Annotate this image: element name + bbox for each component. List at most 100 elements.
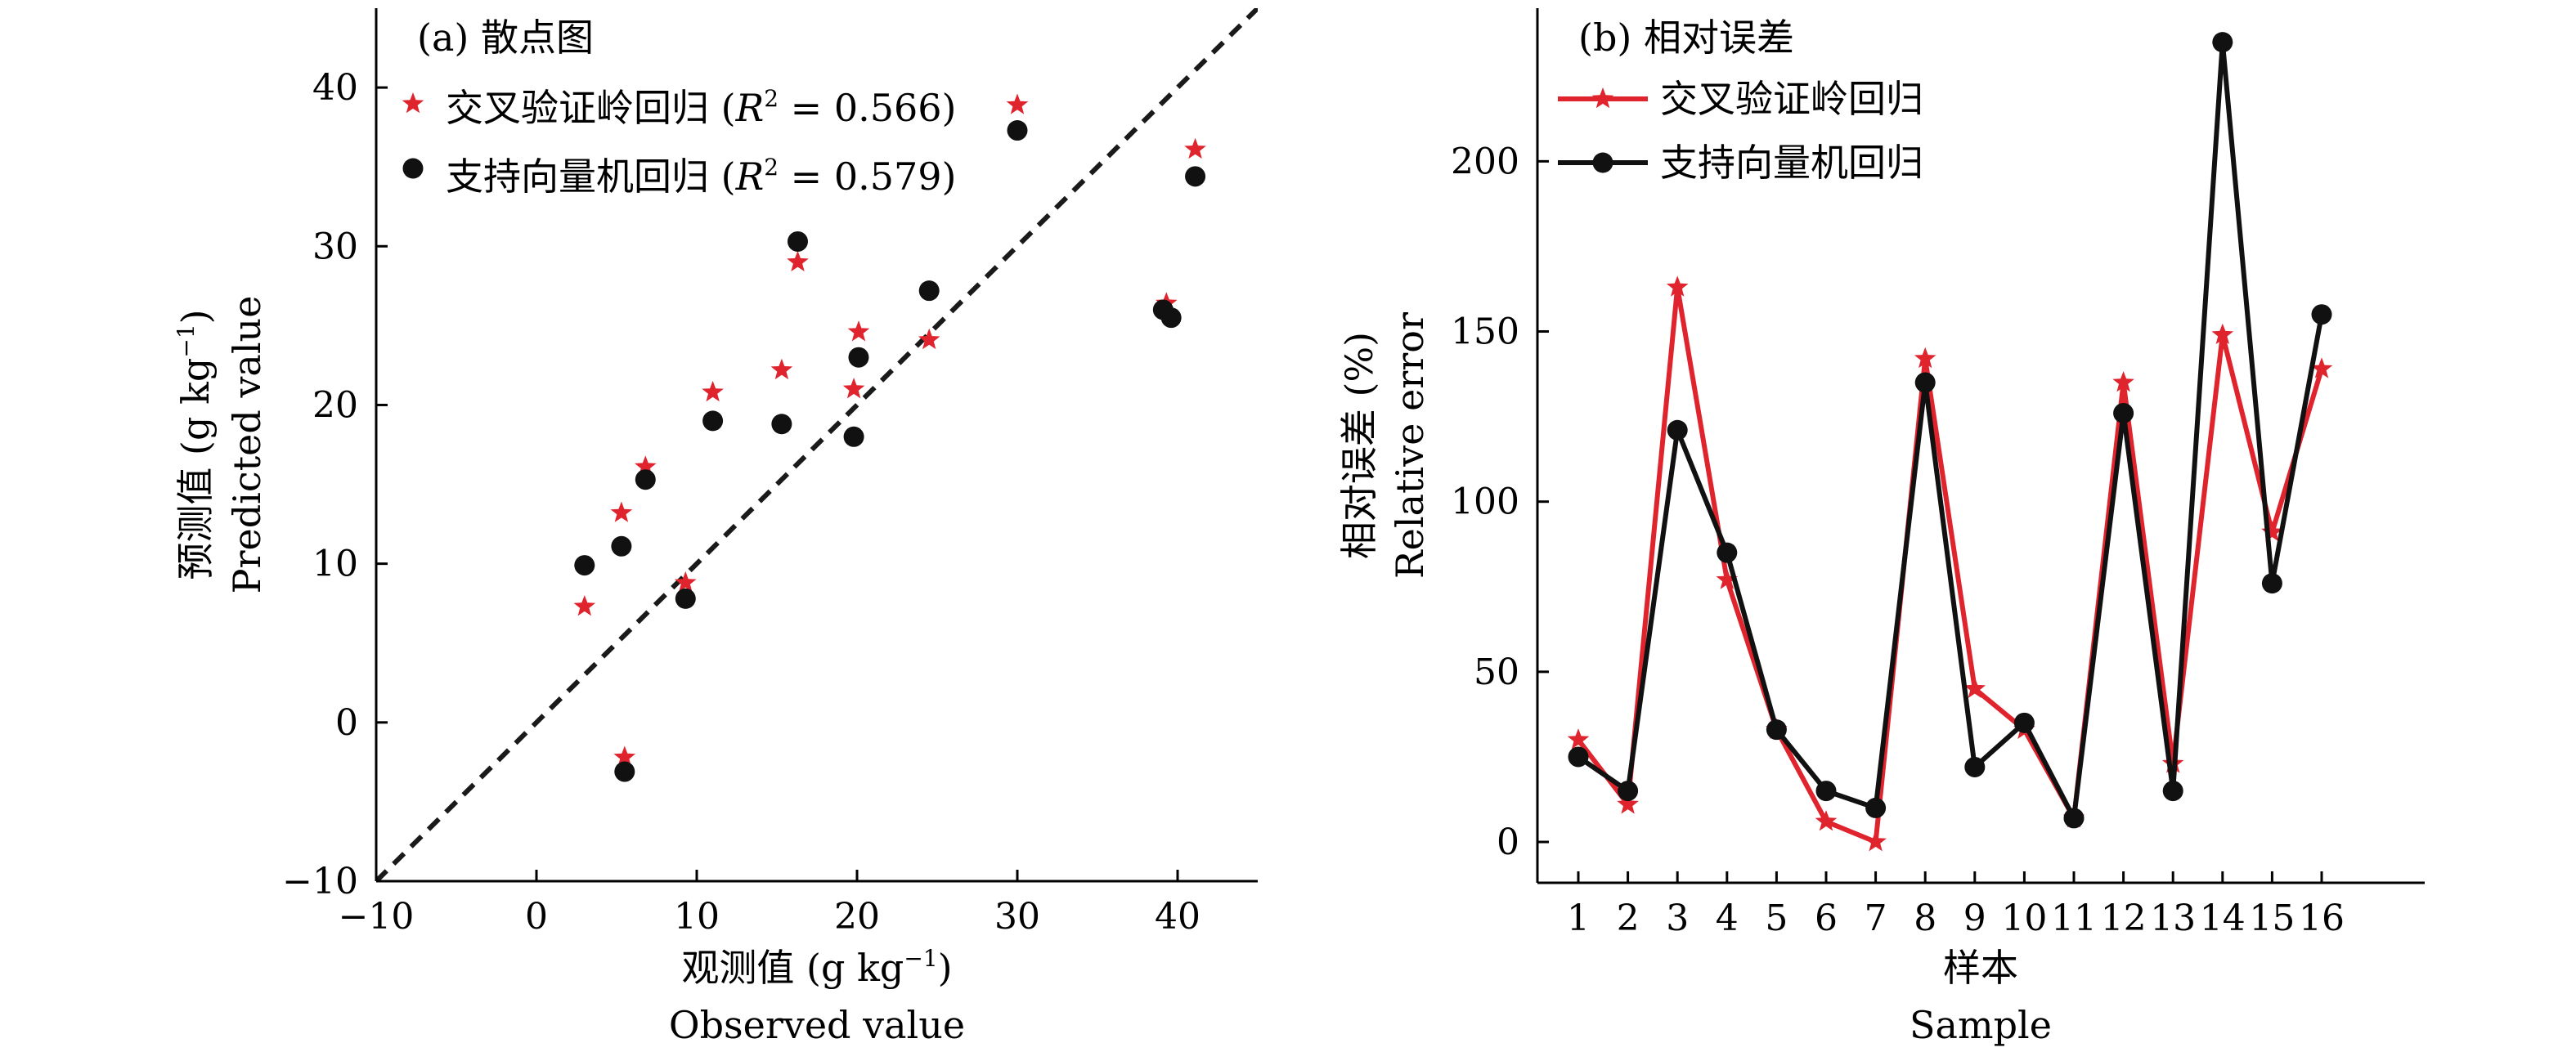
svr-marker bbox=[2212, 32, 2233, 53]
y-tick-label: 20 bbox=[312, 384, 358, 426]
cv-ridge-point bbox=[847, 320, 870, 342]
cv-ridge-point bbox=[573, 595, 596, 616]
y-tick-label: 150 bbox=[1451, 311, 1519, 353]
legend-star-marker bbox=[402, 92, 424, 114]
svr-point bbox=[1160, 307, 1182, 329]
x-tick-label: 5 bbox=[1765, 898, 1788, 939]
y-tick-label: −10 bbox=[282, 861, 358, 902]
x-tick-label: 0 bbox=[525, 896, 548, 938]
panel-b-x-ticks: 1 2 3 4 5 6 7 8 9 10 11 12 13 14 15 16 bbox=[1567, 871, 2345, 939]
panel-b-series bbox=[1567, 32, 2333, 852]
x-tick-label: 1 bbox=[1567, 898, 1590, 939]
x-tick-label: 6 bbox=[1815, 898, 1838, 939]
x-tick-label: 10 bbox=[674, 896, 720, 938]
svr-point bbox=[848, 347, 869, 368]
panel-a-x-label-en: Observed value bbox=[669, 1003, 965, 1047]
y-tick-label: 50 bbox=[1474, 651, 1519, 693]
cv-ridge-point bbox=[770, 358, 793, 380]
x-tick-label: 8 bbox=[1914, 898, 1936, 939]
x-tick-label: 40 bbox=[1155, 896, 1200, 938]
svr-marker bbox=[1618, 781, 1639, 802]
y-tick-label: 10 bbox=[312, 544, 358, 585]
x-tick-label: 10 bbox=[2001, 898, 2047, 939]
y-tick-label: 30 bbox=[312, 226, 358, 267]
legend-circle-marker bbox=[402, 158, 424, 179]
panel-a-x-label-cn: 观测值 (g kg−1) bbox=[681, 945, 952, 990]
panel-a-points bbox=[573, 93, 1206, 782]
legend-star-icon bbox=[402, 92, 424, 114]
legend-circle-icon bbox=[402, 158, 424, 179]
cv-ridge-marker bbox=[2211, 323, 2234, 344]
svr-point bbox=[918, 280, 940, 302]
cv-ridge-marker bbox=[1567, 728, 1590, 750]
cv-ridge-marker bbox=[2310, 357, 2333, 378]
panel-b-label: (b) 相对误差 bbox=[1578, 16, 1794, 60]
svr-marker bbox=[1667, 419, 1688, 441]
cv-ridge-point bbox=[1184, 137, 1206, 159]
y-tick-label: 0 bbox=[335, 702, 358, 744]
svr-marker bbox=[1865, 797, 1887, 818]
legend-label-svr: 支持向量机回归 (R2 = 0.579) bbox=[446, 154, 956, 199]
panel-a-y-ticks: −10 0 10 20 30 40 bbox=[282, 67, 388, 902]
cv-ridge-marker bbox=[1914, 347, 1936, 369]
svr-point bbox=[614, 761, 635, 782]
y-tick-label: 40 bbox=[312, 67, 358, 109]
svr-marker bbox=[1914, 372, 1936, 393]
x-tick-label: 3 bbox=[1666, 898, 1689, 939]
x-tick-label: 14 bbox=[2200, 898, 2246, 939]
x-tick-label: 30 bbox=[994, 896, 1040, 938]
y-tick-label: 100 bbox=[1451, 481, 1519, 523]
cv-ridge-line bbox=[1576, 284, 2324, 844]
panel-a-scatter: −10 0 10 20 30 40 −10 0 10 20 30 40 (a) 散点图 交叉验证岭回… bbox=[173, 8, 1258, 1047]
cv-ridge-point bbox=[787, 250, 809, 271]
legend-label-svr: 支持向量机回归 bbox=[1660, 141, 1923, 185]
svr-point bbox=[611, 535, 632, 557]
panel-a-y-label-cn: 预测值 (g kg−1) bbox=[173, 309, 218, 580]
cv-ridge-point bbox=[610, 501, 633, 522]
identity-line bbox=[376, 8, 1258, 881]
x-tick-label: 9 bbox=[1963, 898, 1986, 939]
x-tick-label: 11 bbox=[2051, 898, 2097, 939]
svr-point bbox=[771, 414, 792, 435]
svr-marker bbox=[2311, 304, 2332, 325]
panel-b-y-ticks: 0 50 100 150 200 bbox=[1451, 141, 1549, 863]
legend-star-marker bbox=[1591, 87, 1614, 109]
svr-point bbox=[702, 410, 724, 432]
legend-label-cv-ridge: 交叉验证岭回归 bbox=[1660, 77, 1923, 121]
panel-b-y-label-cn: 相对误差 (%) bbox=[1337, 332, 1381, 559]
svr-marker bbox=[1568, 746, 1589, 768]
x-tick-label: 4 bbox=[1716, 898, 1739, 939]
cv-ridge-point bbox=[918, 328, 940, 350]
panel-a-x-ticks: −10 0 10 20 30 40 bbox=[339, 870, 1200, 938]
panel-b-x-label-en: Sample bbox=[1910, 1003, 2052, 1047]
svr-marker bbox=[1964, 756, 1986, 777]
svr-point bbox=[635, 469, 656, 490]
cv-ridge-marker bbox=[1716, 568, 1739, 589]
svr-marker bbox=[1815, 781, 1837, 802]
svr-point bbox=[675, 588, 696, 609]
svr-marker bbox=[1766, 719, 1787, 741]
cv-ridge-point bbox=[613, 745, 636, 767]
legend-star-icon bbox=[1591, 87, 1614, 109]
cv-ridge-point bbox=[675, 571, 697, 593]
cv-ridge-marker bbox=[1617, 793, 1639, 814]
x-tick-label: −10 bbox=[339, 896, 415, 938]
legend-circle-icon bbox=[1592, 152, 1613, 173]
panel-b-legend: 交叉验证岭回归 支持向量机回归 bbox=[1558, 77, 1923, 185]
svr-marker bbox=[2063, 808, 2085, 829]
y-tick-label: 200 bbox=[1451, 141, 1519, 182]
svr-point bbox=[1185, 166, 1206, 187]
cv-ridge-marker bbox=[1815, 810, 1838, 831]
cv-ridge-point bbox=[702, 380, 724, 402]
x-tick-label: 20 bbox=[834, 896, 880, 938]
cv-ridge-marker bbox=[2261, 521, 2283, 542]
panel-b-y-label-en: Relative error bbox=[1388, 312, 1432, 579]
svr-marker bbox=[2113, 402, 2134, 423]
svr-marker bbox=[2261, 573, 2282, 594]
x-tick-label: 15 bbox=[2249, 898, 2295, 939]
x-tick-label: 12 bbox=[2101, 898, 2147, 939]
cv-ridge-point bbox=[635, 455, 657, 477]
x-tick-label: 2 bbox=[1617, 898, 1640, 939]
